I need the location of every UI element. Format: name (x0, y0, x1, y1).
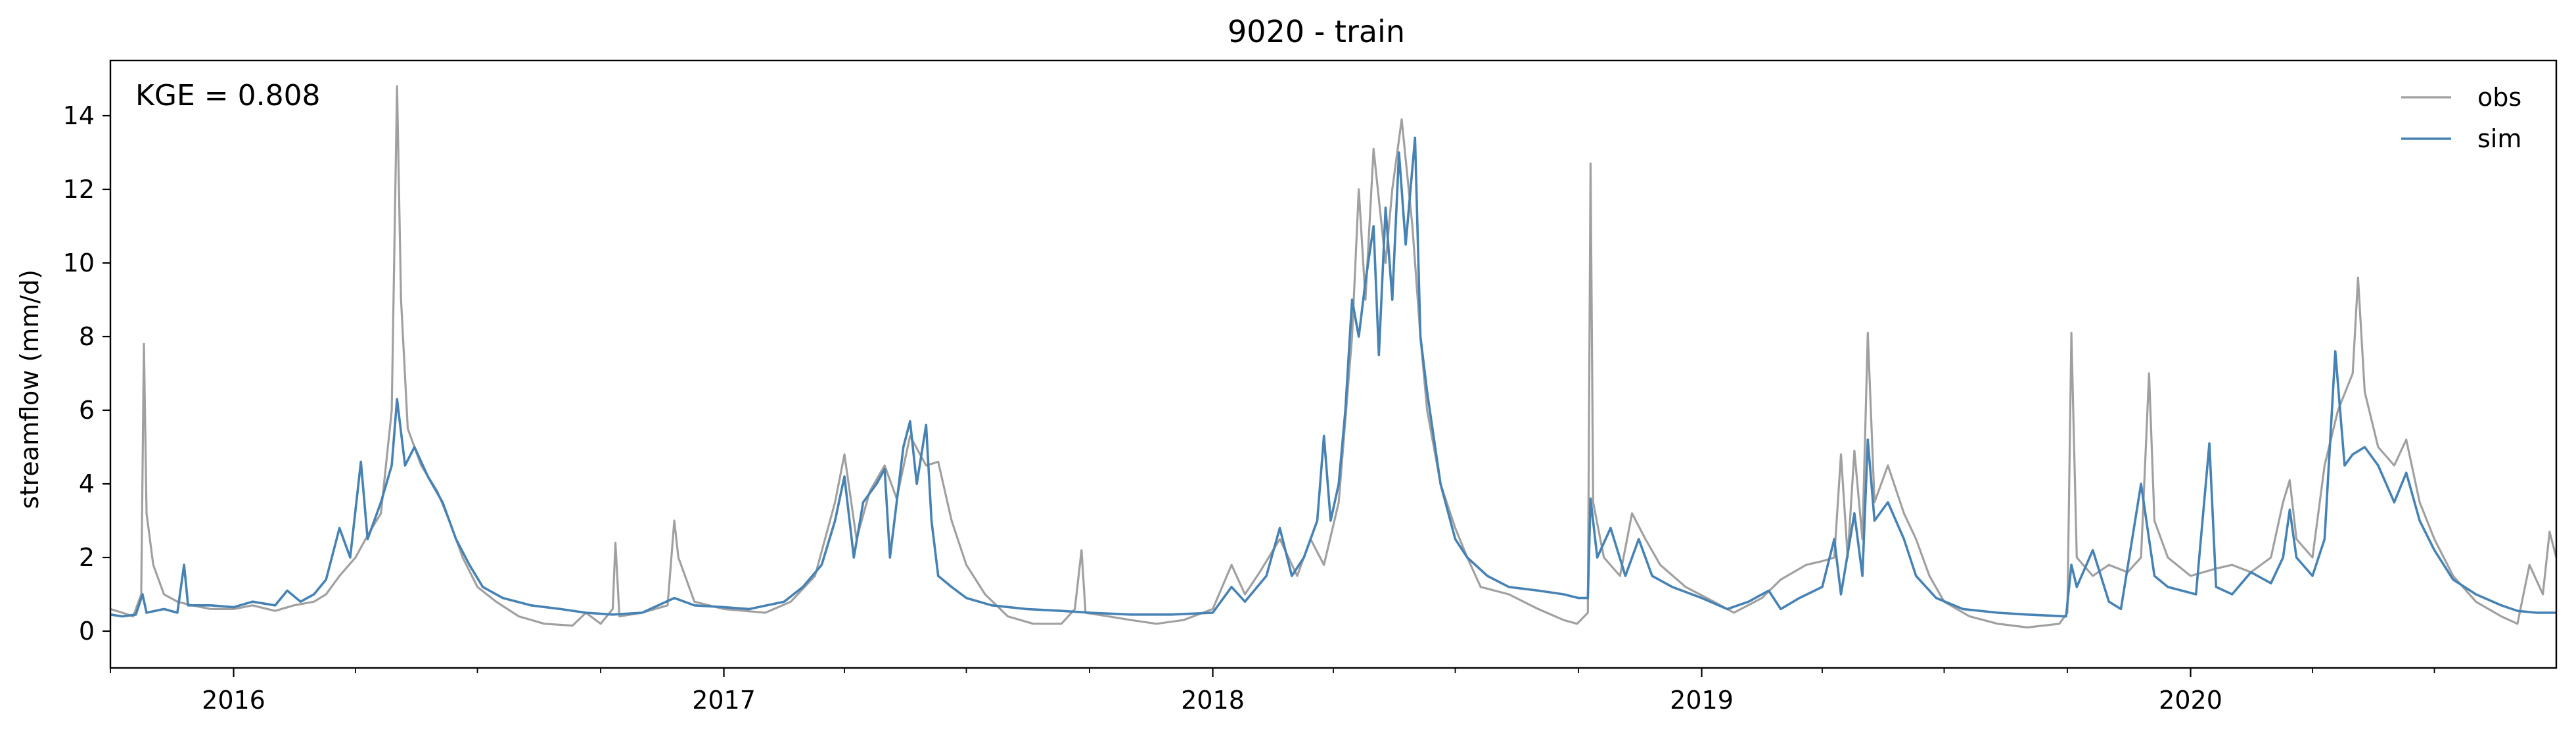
x-tick-label: 2018 (1181, 686, 1245, 715)
plot-frame (109, 59, 2558, 669)
x-axis-ticks: 2016 2017 2018 2019 2020 (110, 668, 2435, 715)
y-tick-label: 14 (63, 101, 95, 130)
y-axis-ticks: 0 2 4 6 8 10 12 14 (63, 101, 110, 646)
x-tick-label: 2019 (1670, 686, 1734, 715)
legend: obs sim (2401, 83, 2521, 153)
y-tick-label: 8 (79, 322, 95, 351)
x-tick-label: 2020 (2159, 686, 2222, 715)
x-tick-label: 2017 (692, 686, 756, 715)
y-tick-label: 6 (79, 396, 95, 425)
y-tick-label: 10 (63, 249, 95, 277)
y-tick-label: 12 (63, 175, 95, 204)
legend-label-sim: sim (2477, 124, 2521, 153)
y-axis-label: streamflow (mm/d) (15, 270, 44, 509)
kge-annotation: KGE = 0.808 (135, 79, 321, 112)
y-tick-label: 2 (79, 543, 95, 572)
chart-title: 9020 - train (1228, 14, 1405, 49)
legend-label-obs: obs (2477, 83, 2521, 112)
x-tick-label: 2016 (202, 686, 265, 715)
series-line-sim (110, 136, 2556, 618)
y-tick-label: 0 (79, 617, 95, 646)
y-tick-label: 4 (79, 469, 95, 498)
series-layer (110, 85, 2556, 628)
